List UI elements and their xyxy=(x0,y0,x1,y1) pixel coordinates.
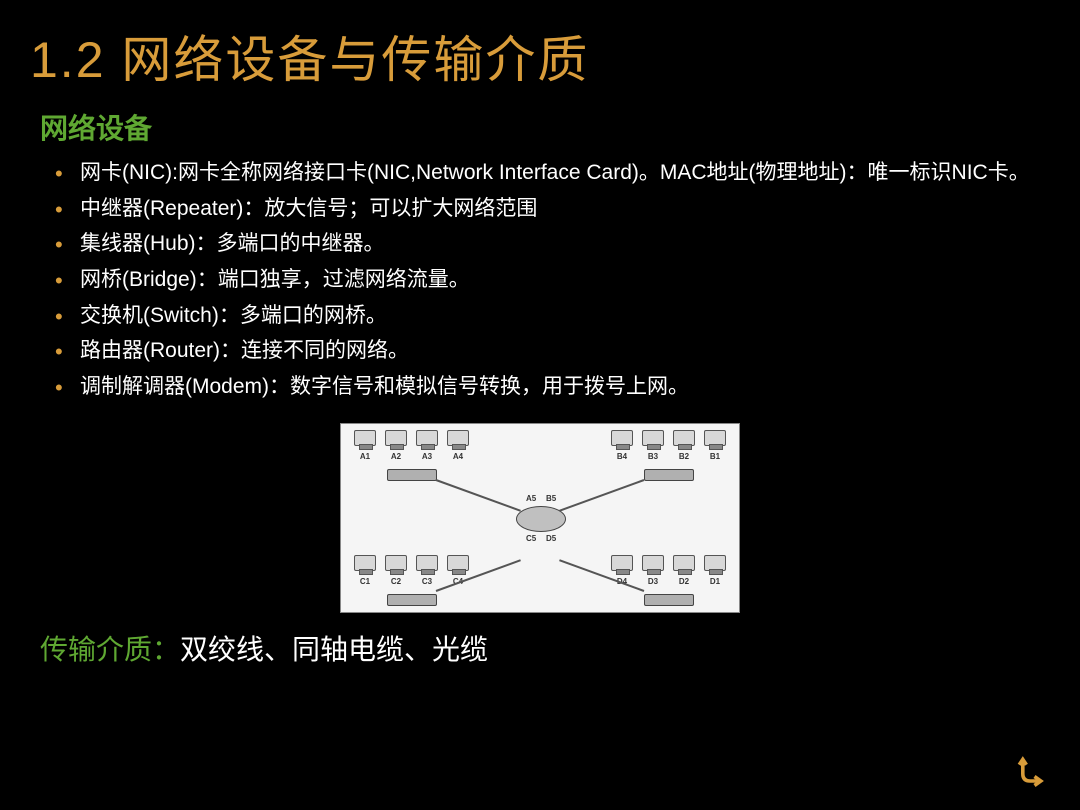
pc-label: D3 xyxy=(648,577,658,586)
transmission-media-line: 传输介质：双绞线、同轴电缆、光缆 xyxy=(0,628,1080,668)
device-bullet-list: 网卡(NIC):网卡全称网络接口卡(NIC,Network Interface … xyxy=(0,155,1080,405)
router-port-label: B5 xyxy=(546,494,556,503)
router-port-label: D5 xyxy=(546,534,556,543)
pc-label: C3 xyxy=(422,577,432,586)
network-diagram: A1 A2 A3 A4 B4 B3 B2 B1 C1 C2 C3 C4 xyxy=(340,423,740,613)
pc-label: B1 xyxy=(710,452,720,461)
computer-icon xyxy=(447,555,469,571)
pc-group-d: D4 D3 D2 D1 xyxy=(608,555,729,606)
pc-group-b: B4 B3 B2 B1 xyxy=(608,430,729,481)
return-icon xyxy=(1012,754,1048,790)
slide-title: 1.2 网络设备与传输介质 xyxy=(0,0,1080,102)
computer-icon xyxy=(673,555,695,571)
bullet-item: 调制解调器(Modem)：数字信号和模拟信号转换，用于拨号上网。 xyxy=(50,369,1040,405)
transmission-media-label: 传输介质： xyxy=(40,634,180,665)
pc-label: B3 xyxy=(648,452,658,461)
pc-label: D1 xyxy=(710,577,720,586)
pc-group-a: A1 A2 A3 A4 xyxy=(351,430,472,481)
computer-icon xyxy=(447,430,469,446)
computer-icon xyxy=(385,430,407,446)
computer-icon xyxy=(416,430,438,446)
computer-icon xyxy=(354,430,376,446)
pc-label: A2 xyxy=(391,452,401,461)
hub-icon xyxy=(387,594,437,606)
pc-label: C1 xyxy=(360,577,370,586)
transmission-media-content: 双绞线、同轴电缆、光缆 xyxy=(180,634,488,665)
computer-icon xyxy=(385,555,407,571)
pc-label: A4 xyxy=(453,452,463,461)
router-port-label: C5 xyxy=(526,534,536,543)
computer-icon xyxy=(704,430,726,446)
bullet-item: 路由器(Router)：连接不同的网络。 xyxy=(50,333,1040,369)
section-heading-devices: 网络设备 xyxy=(0,107,1080,147)
computer-icon xyxy=(611,555,633,571)
hub-icon xyxy=(387,469,437,481)
computer-icon xyxy=(416,555,438,571)
bullet-item: 中继器(Repeater)：放大信号；可以扩大网络范围 xyxy=(50,191,1040,227)
pc-label: B4 xyxy=(617,452,627,461)
bullet-item: 网桥(Bridge)：端口独享，过滤网络流量。 xyxy=(50,262,1040,298)
pc-label: A3 xyxy=(422,452,432,461)
network-line xyxy=(559,479,644,512)
pc-label: D2 xyxy=(679,577,689,586)
computer-icon xyxy=(704,555,726,571)
computer-icon xyxy=(642,555,664,571)
hub-icon xyxy=(644,594,694,606)
return-button[interactable] xyxy=(1010,752,1050,792)
pc-label: A1 xyxy=(360,452,370,461)
bullet-item: 网卡(NIC):网卡全称网络接口卡(NIC,Network Interface … xyxy=(50,155,1040,191)
pc-label: C2 xyxy=(391,577,401,586)
computer-icon xyxy=(673,430,695,446)
hub-icon xyxy=(644,469,694,481)
network-diagram-container: A1 A2 A3 A4 B4 B3 B2 B1 C1 C2 C3 C4 xyxy=(0,423,1080,613)
bullet-item: 交换机(Switch)：多端口的网桥。 xyxy=(50,298,1040,334)
bullet-item: 集线器(Hub)：多端口的中继器。 xyxy=(50,226,1040,262)
computer-icon xyxy=(611,430,633,446)
computer-icon xyxy=(354,555,376,571)
network-line xyxy=(436,479,521,512)
router-port-label: A5 xyxy=(526,494,536,503)
computer-icon xyxy=(642,430,664,446)
pc-group-c: C1 C2 C3 C4 xyxy=(351,555,472,606)
pc-label: B2 xyxy=(679,452,689,461)
